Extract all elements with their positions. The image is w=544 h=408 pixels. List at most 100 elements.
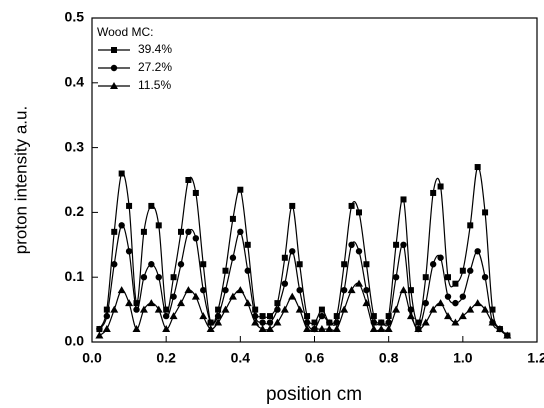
- data-point: [133, 306, 140, 313]
- data-point: [474, 248, 481, 255]
- data-point: [266, 325, 274, 333]
- legend-label: 27.2%: [138, 60, 172, 74]
- data-point: [111, 228, 118, 235]
- data-point: [393, 241, 400, 248]
- data-point: [377, 325, 386, 333]
- data-point: [452, 280, 459, 287]
- data-point: [356, 209, 362, 216]
- data-point: [178, 228, 184, 235]
- data-point: [133, 300, 140, 307]
- data-point: [384, 325, 393, 333]
- data-point: [482, 209, 489, 216]
- data-point: [139, 305, 148, 313]
- data-point: [169, 312, 178, 320]
- data-point: [488, 318, 497, 326]
- legend-marker: [110, 82, 118, 89]
- data-point: [252, 306, 259, 313]
- data-point: [415, 319, 422, 326]
- data-point: [303, 319, 311, 326]
- y-tick-label: 0.5: [65, 9, 85, 25]
- data-point: [274, 300, 281, 307]
- data-point: [237, 228, 244, 236]
- x-tick-label: 0.4: [231, 350, 251, 366]
- data-point: [452, 299, 459, 307]
- data-point: [503, 331, 512, 339]
- data-point: [437, 183, 444, 190]
- data-point: [110, 305, 119, 313]
- x-tick-label: 0.6: [305, 350, 325, 366]
- data-point: [273, 318, 282, 326]
- data-point: [163, 306, 170, 313]
- data-point: [148, 202, 155, 209]
- data-point: [154, 305, 163, 313]
- data-point: [96, 325, 103, 333]
- data-point: [199, 312, 208, 320]
- data-point: [258, 325, 267, 333]
- data-point: [117, 286, 126, 294]
- data-point: [244, 241, 251, 248]
- data-point: [421, 318, 430, 326]
- data-point: [304, 313, 311, 320]
- x-tick-label: 1.2: [527, 350, 544, 366]
- data-point: [103, 306, 110, 313]
- data-point: [237, 186, 244, 193]
- data-point: [363, 286, 370, 294]
- data-point: [281, 254, 288, 261]
- data-point: [243, 299, 252, 307]
- data-point: [147, 299, 156, 307]
- legend-title: Wood MC:: [97, 25, 153, 39]
- data-point: [459, 293, 467, 300]
- data-point: [385, 319, 392, 326]
- data-point: [341, 261, 348, 268]
- data-point: [222, 267, 229, 274]
- data-point: [414, 325, 423, 333]
- data-point: [445, 274, 451, 281]
- data-point: [392, 274, 400, 281]
- data-point: [170, 293, 177, 300]
- data-point: [126, 202, 133, 209]
- data-point: [200, 286, 207, 294]
- data-point: [184, 286, 193, 294]
- data-point: [481, 274, 489, 281]
- data-point: [459, 267, 466, 274]
- data-point: [392, 305, 401, 313]
- data-point: [214, 312, 222, 320]
- data-point: [229, 215, 236, 222]
- data-point: [318, 312, 326, 320]
- data-point: [162, 325, 171, 333]
- x-tick-label: 1.0: [453, 350, 473, 366]
- x-axis-label: position cm: [266, 384, 362, 405]
- legend-marker: [110, 64, 118, 72]
- data-point: [288, 292, 297, 300]
- legend-label: 39.4%: [138, 42, 172, 56]
- data-point: [206, 325, 215, 333]
- data-point: [495, 325, 504, 333]
- data-point: [348, 202, 355, 209]
- data-point: [295, 305, 304, 313]
- data-point: [332, 325, 341, 333]
- y-axis-label: proton intensity a.u.: [11, 106, 30, 254]
- data-point: [266, 319, 274, 326]
- data-point: [259, 313, 266, 320]
- data-point: [185, 177, 192, 183]
- data-point: [333, 313, 340, 320]
- y-tick-label: 0.3: [65, 138, 85, 154]
- data-point: [281, 280, 289, 287]
- data-point: [399, 286, 408, 294]
- data-point: [289, 202, 296, 209]
- data-point: [378, 319, 385, 326]
- data-point: [103, 312, 111, 320]
- data-point: [155, 274, 162, 281]
- data-point: [385, 313, 392, 320]
- y-tick-label: 0.2: [65, 203, 85, 219]
- data-point: [467, 267, 474, 274]
- data-point: [340, 305, 349, 313]
- data-point: [444, 312, 452, 320]
- data-point: [303, 325, 312, 333]
- y-tick-label: 0.1: [65, 268, 85, 284]
- data-point: [111, 261, 118, 268]
- data-point: [436, 299, 445, 307]
- data-point: [125, 248, 133, 255]
- x-tick-label: 0.8: [379, 350, 399, 366]
- data-point: [467, 222, 474, 229]
